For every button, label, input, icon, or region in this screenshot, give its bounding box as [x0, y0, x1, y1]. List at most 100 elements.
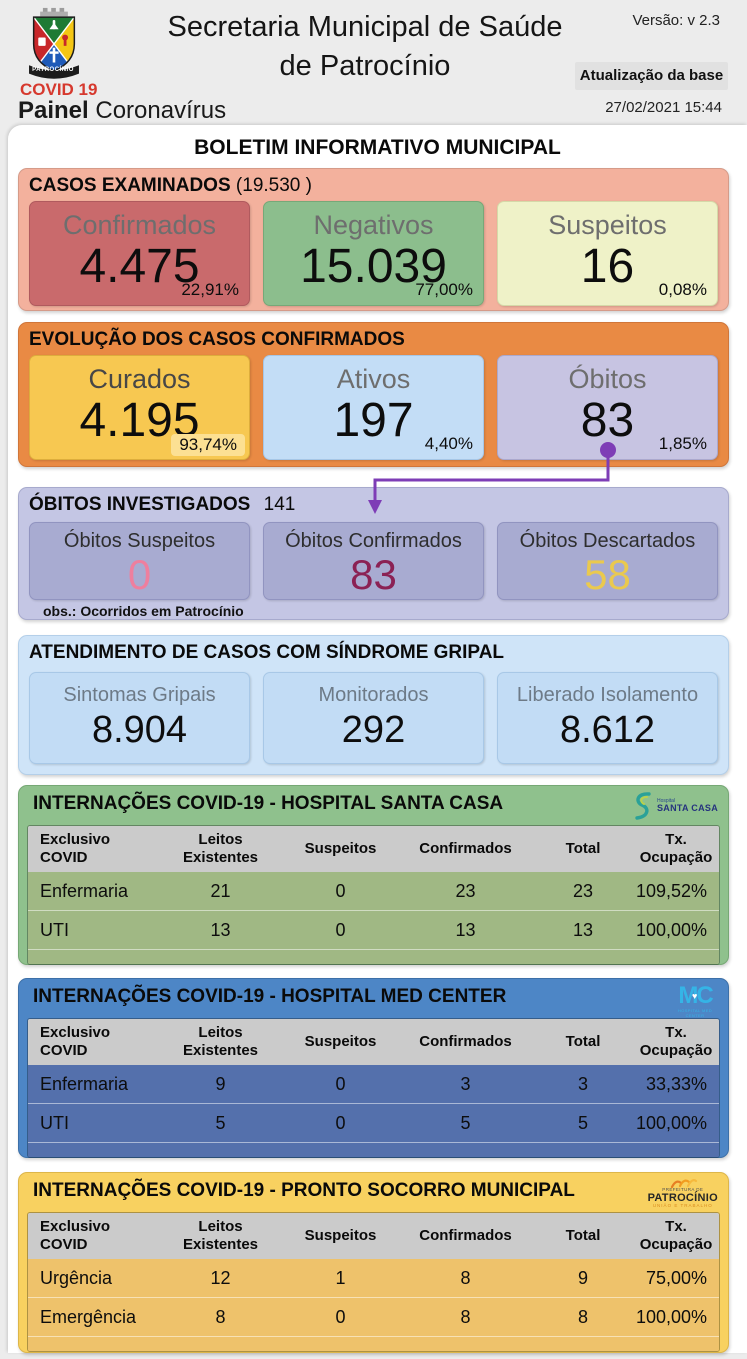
santa-casa-logo-text: Hospital SANTA CASA [657, 799, 718, 813]
table-row: Urgência 12 1 8 9 75,00% [28, 1259, 719, 1298]
cell: Urgência [40, 1267, 113, 1288]
santa-casa-logo: Hospital SANTA CASA [631, 791, 718, 821]
pronto-socorro-title: INTERNAÇÕES COVID-19 - PRONTO SOCORRO MU… [33, 1180, 575, 1201]
obitos-title-text: ÓBITOS INVESTIGADOS [29, 494, 251, 515]
col-tx-ocupacao: Tx. Ocupação [639, 1218, 713, 1253]
card-curados: Curados 4.195 93,74% [29, 355, 250, 460]
table-row: Enfermaria 9 0 3 3 33,33% [28, 1065, 719, 1104]
col-leitos-existentes: Leitos Existentes [182, 1218, 259, 1253]
prefeitura-line2: PATROCÍNIO [647, 1191, 718, 1204]
cell: Enfermaria [40, 1073, 129, 1094]
card-confirmados-value: 4.475 [79, 240, 200, 293]
card-liberado-isolamento-label: Liberado Isolamento [516, 684, 699, 706]
cell: 0 [335, 880, 346, 901]
med-center-table-body: Enfermaria 9 0 3 3 33,33% UTI 5 0 5 5 10… [28, 1065, 719, 1157]
bulletin-title: BOLETIM INFORMATIVO MUNICIPAL [194, 136, 561, 159]
col-leitos-existentes: Leitos Existentes [182, 1024, 259, 1059]
cell: 5 [215, 1112, 226, 1133]
obitos-note: obs.: Ocorridos em Patrocínio [43, 603, 244, 619]
section-obitos-investigados: ÓBITOS INVESTIGADOS 141 Óbitos Suspeitos… [18, 487, 729, 620]
table-row: Emergência 8 0 8 8 100,00% [28, 1298, 719, 1337]
card-sintomas-gripais: Sintomas Gripais 8.904 [29, 672, 250, 764]
cell: 5 [577, 1112, 588, 1133]
card-obitos-pct: 1,85% [658, 434, 707, 453]
card-monitorados-label: Monitorados [318, 684, 429, 706]
gripal-cards: Sintomas Gripais 8.904 Monitorados 292 L… [29, 672, 718, 764]
page-title: Secretaria Municipal de Saúde de Patrocí… [135, 8, 595, 86]
cell: 0 [335, 1306, 346, 1327]
santa-casa-logo-line1: Hospital [657, 798, 676, 804]
cell: 13 [572, 919, 594, 940]
col-suspeitos: Suspeitos [304, 1227, 377, 1244]
med-center-logo: MC ♥ HOSPITAL MED CENTER [672, 982, 718, 1019]
cell: 0 [335, 919, 346, 940]
med-center-caption: HOSPITAL MED CENTER [677, 1008, 713, 1018]
section-hospital-santa-casa: INTERNAÇÕES COVID-19 - HOSPITAL SANTA CA… [18, 785, 729, 965]
card-obitos-confirmados-label: Óbitos Confirmados [285, 530, 462, 552]
card-suspeitos-pct: 0,08% [658, 280, 707, 299]
pronto-socorro-table-body: Urgência 12 1 8 9 75,00% Emergência 8 0 … [28, 1259, 719, 1351]
cell: 12 [210, 1267, 231, 1288]
card-confirmados-pct: 22,91% [181, 280, 239, 299]
col-exclusivo-covid: Exclusivo COVID [40, 1024, 111, 1059]
card-ativos-value: 197 [333, 394, 414, 447]
cell: 33,33% [645, 1073, 707, 1094]
santa-casa-table-header: Exclusivo COVID Leitos Existentes Suspei… [28, 826, 719, 872]
card-monitorados: Monitorados 292 [263, 672, 484, 764]
card-confirmados-label: Confirmados [62, 210, 217, 240]
cell: 3 [577, 1073, 588, 1094]
page-title-line1: Secretaria Municipal de Saúde [167, 11, 563, 43]
cell: 8 [215, 1306, 226, 1327]
cell: UTI [40, 919, 69, 940]
cell: 75,00% [645, 1267, 707, 1288]
prefeitura-line3: UNIÃO E TRABALHO [652, 1202, 713, 1208]
col-total: Total [565, 840, 601, 857]
section-casos-examinados: CASOS EXAMINADOS (19.530 ) Confirmados 4… [18, 168, 729, 311]
cell: 100,00% [635, 1306, 707, 1327]
prefeitura-swoosh-icon [670, 1179, 697, 1188]
card-obitos: Óbitos 83 1,85% [497, 355, 718, 460]
med-center-title: INTERNAÇÕES COVID-19 - HOSPITAL MED CENT… [33, 986, 507, 1007]
section-obitos-title: ÓBITOS INVESTIGADOS 141 [29, 492, 718, 518]
card-suspeitos-value: 16 [580, 240, 635, 293]
update-base-label: Atualização da base [575, 62, 728, 90]
santa-casa-logo-line2: SANTA CASA [657, 803, 718, 813]
patrocinio-crest-logo [29, 7, 79, 79]
card-obitos-suspeitos-label: Óbitos Suspeitos [63, 530, 216, 552]
card-obitos-descartados-value: 58 [584, 551, 631, 598]
card-sintomas-gripais-value: 8.904 [91, 709, 188, 751]
col-tx-ocupacao: Tx. Ocupação [639, 1024, 713, 1059]
cell: UTI [40, 1112, 69, 1133]
col-suspeitos: Suspeitos [304, 840, 377, 857]
santa-casa-title-row: INTERNAÇÕES COVID-19 - HOSPITAL SANTA CA… [25, 790, 722, 824]
table-row: Enfermaria 21 0 23 23 109,52% [28, 872, 719, 911]
col-exclusivo-covid: Exclusivo COVID [40, 831, 111, 866]
section-pronto-socorro: INTERNAÇÕES COVID-19 - PRONTO SOCORRO MU… [18, 1172, 729, 1353]
card-obitos-suspeitos-value: 0 [127, 551, 152, 598]
card-negativos-value: 15.039 [300, 240, 447, 293]
cell: 9 [577, 1267, 588, 1288]
heart-icon: ♥ [692, 991, 698, 1001]
table-row: UTI 13 0 13 13 100,00% [28, 911, 719, 950]
med-center-table: Exclusivo COVID Leitos Existentes Suspei… [27, 1018, 720, 1158]
card-obitos-confirmados-value: 83 [350, 551, 397, 598]
card-obitos-confirmados: Óbitos Confirmados 83 [263, 522, 484, 600]
card-negativos: Negativos 15.039 77,00% [263, 201, 484, 306]
card-negativos-label: Negativos [313, 210, 434, 240]
section-gripal-title: ATENDIMENTO DE CASOS COM SÍNDROME GRIPAL [29, 642, 505, 663]
casos-title-text: CASOS EXAMINADOS [29, 175, 231, 196]
casos-total: (19.530 ) [235, 175, 312, 196]
card-obitos-label: Óbitos [568, 364, 647, 394]
card-ativos-label: Ativos [336, 364, 411, 394]
med-center-mc: MC [678, 982, 713, 1009]
col-tx-ocupacao: Tx. Ocupação [639, 831, 713, 866]
cell: 5 [460, 1112, 471, 1133]
crest-banner-text: PATROCÍNIO [32, 67, 74, 73]
card-suspeitos: Suspeitos 16 0,08% [497, 201, 718, 306]
card-confirmados: Confirmados 4.475 22,91% [29, 201, 250, 306]
med-center-table-header: Exclusivo COVID Leitos Existentes Suspei… [28, 1019, 719, 1065]
cell: 109,52% [635, 880, 707, 901]
pronto-socorro-table-header: Exclusivo COVID Leitos Existentes Suspei… [28, 1213, 719, 1259]
card-negativos-pct: 77,00% [415, 280, 473, 299]
